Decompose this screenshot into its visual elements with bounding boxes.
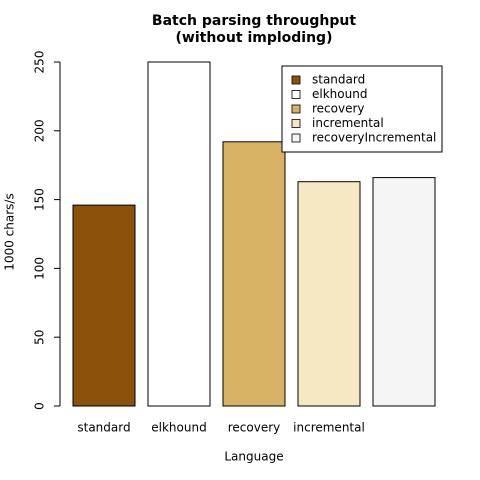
legend-swatch (291, 133, 301, 143)
x-tick-label: recovery (228, 421, 281, 435)
chart-title: Batch parsing throughput (152, 13, 356, 29)
y-tick-label: 50 (33, 330, 47, 345)
legend-label: standard (312, 73, 365, 87)
y-tick-label: 0 (33, 402, 47, 410)
bar (147, 61, 211, 407)
x-tick-label: standard (77, 421, 130, 435)
x-axis-label: Language (224, 450, 283, 464)
bar (222, 141, 286, 407)
y-tick-label: 150 (33, 188, 47, 211)
legend-box (281, 65, 443, 153)
legend-label: recovery (312, 102, 365, 116)
legend-label: incremental (312, 116, 384, 130)
legend-label: elkhound (312, 87, 367, 101)
y-axis-label: 1000 chars/s (3, 193, 17, 270)
y-tick-label: 250 (33, 51, 47, 74)
y-tick-label: 100 (33, 257, 47, 280)
y-tick-label: 200 (33, 119, 47, 142)
legend-label: recoveryIncremental (312, 131, 436, 145)
legend-swatch (291, 119, 301, 128)
bar (297, 181, 361, 407)
legend-swatch (291, 75, 301, 85)
bar (372, 177, 436, 407)
chart-subtitle: (without imploding) (176, 30, 333, 46)
legend-swatch (291, 104, 301, 114)
bar (72, 204, 136, 407)
x-tick-label: elkhound (151, 421, 206, 435)
x-tick-label: incremental (293, 421, 365, 435)
legend-swatch (291, 90, 301, 99)
